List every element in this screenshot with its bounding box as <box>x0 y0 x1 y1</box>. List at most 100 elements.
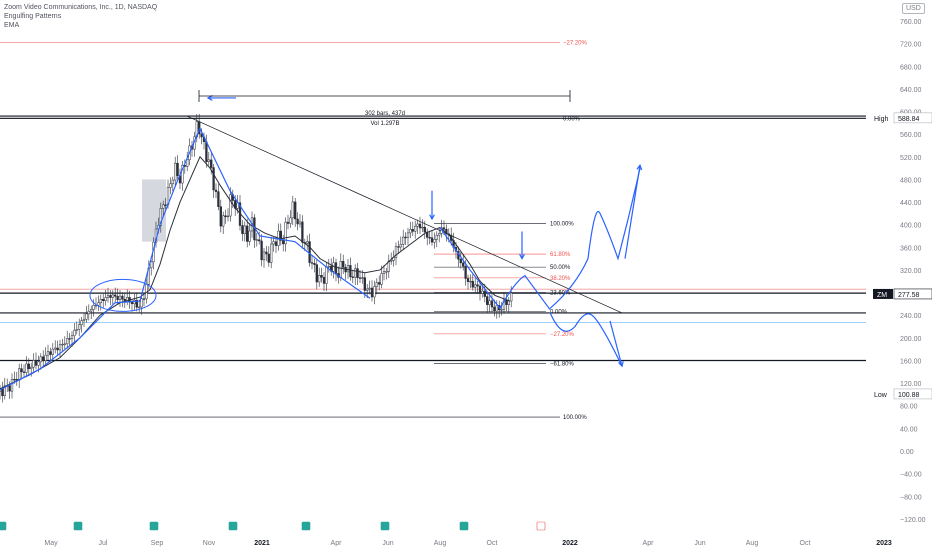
earnings-marker-icon <box>73 521 83 531</box>
candle-body <box>138 306 141 309</box>
candle-body <box>171 179 174 185</box>
candle-body <box>462 262 465 267</box>
price-tag-box <box>893 288 932 300</box>
candle-body <box>483 290 486 297</box>
candle-body <box>493 306 496 312</box>
candle-body <box>308 241 311 263</box>
candle-body <box>102 299 105 301</box>
currency-badge[interactable]: USD <box>902 3 925 14</box>
candle-body <box>8 385 11 392</box>
candle-body <box>325 266 328 284</box>
candle-body <box>414 225 417 232</box>
candle-body <box>78 324 81 330</box>
candle-body <box>486 296 489 305</box>
candle-body <box>428 237 431 239</box>
candle-body <box>507 300 510 305</box>
candle-body <box>402 236 405 245</box>
fib-level-label: 100.00% <box>563 415 587 421</box>
candle-body <box>80 320 83 326</box>
candle-body <box>214 189 218 192</box>
candle-body <box>394 246 398 258</box>
earnings-marker-icon <box>149 521 159 531</box>
blue-projection-down <box>549 312 623 367</box>
fib-level-label: −27.20% <box>550 332 575 338</box>
candle-body <box>279 230 282 241</box>
legend-study-ema: EMA <box>4 22 20 29</box>
candle-body <box>224 215 227 218</box>
candle-body <box>380 273 383 285</box>
candle-body <box>229 194 232 217</box>
candle-body <box>378 282 381 285</box>
candle-body <box>116 296 119 301</box>
y-axis-tick-label: −40.00 <box>900 472 922 479</box>
candle-body <box>30 366 33 370</box>
candle-body <box>44 354 47 361</box>
ema-line <box>0 155 511 390</box>
y-axis-tick-label: 560.00 <box>900 132 922 139</box>
candle-body <box>87 310 90 315</box>
candle-body <box>46 351 50 356</box>
candle-body <box>219 206 222 227</box>
candle-body <box>241 225 244 234</box>
candle-body <box>320 275 323 278</box>
candle-body <box>351 276 354 278</box>
candle-body <box>34 360 38 366</box>
price-tag-box <box>893 388 932 400</box>
y-axis-tick-label: 80.00 <box>900 404 918 411</box>
arrow-down-icon-head <box>618 361 624 368</box>
y-axis-tick-label: 440.00 <box>900 200 922 207</box>
candle-body <box>243 225 246 234</box>
y-axis-tick-label: 160.00 <box>900 358 922 365</box>
candle-body <box>51 348 54 355</box>
candle-body <box>368 287 371 290</box>
candle-body <box>260 240 263 261</box>
candle-body <box>478 285 482 294</box>
chart-legend: Zoom Video Communications, Inc., 1D, NAS… <box>4 3 157 30</box>
candle-body <box>289 217 292 224</box>
candle-body <box>416 223 419 227</box>
candle-body <box>90 309 93 312</box>
earnings-marker-icon <box>380 521 390 531</box>
candle-body <box>169 183 172 188</box>
candle-body <box>181 165 184 184</box>
candle-body <box>82 318 86 321</box>
y-axis-tick-label: 320.00 <box>900 268 922 275</box>
candle-body <box>176 162 179 176</box>
candle-body <box>85 313 88 320</box>
candle-body <box>73 329 76 337</box>
price-tag-label: Low <box>874 392 888 399</box>
candle-body <box>162 204 165 209</box>
candle-body <box>409 229 412 234</box>
candle-body <box>476 284 479 287</box>
candle-body <box>282 240 285 245</box>
candle-body <box>63 343 66 345</box>
candle-body <box>370 287 374 298</box>
candle-body <box>22 371 26 373</box>
candle-body <box>442 227 446 230</box>
candle-body <box>490 300 494 308</box>
fib-level-label: 100.00% <box>550 222 574 228</box>
earnings-marker-icon <box>228 521 238 531</box>
candle-body <box>207 159 210 162</box>
candle-body <box>97 302 100 306</box>
x-axis-label: May <box>44 540 58 547</box>
candle-body <box>274 241 278 246</box>
candle-body <box>140 298 143 308</box>
candle-body <box>481 290 484 294</box>
candle-body <box>114 294 117 297</box>
earnings-marker-icon <box>536 521 546 531</box>
candle-body <box>433 239 436 243</box>
candle-body <box>246 225 249 242</box>
candle-body <box>174 162 177 181</box>
candle-body <box>438 233 441 236</box>
candle-body <box>39 356 42 363</box>
y-axis-tick-label: 760.00 <box>900 19 922 26</box>
x-axis-label: Nov <box>203 540 216 547</box>
price-tag-box <box>893 112 932 124</box>
candle-body <box>42 356 45 361</box>
candle-body <box>500 309 503 311</box>
candle-body <box>471 280 474 288</box>
candle-body <box>205 141 208 162</box>
candle-body <box>435 234 438 240</box>
